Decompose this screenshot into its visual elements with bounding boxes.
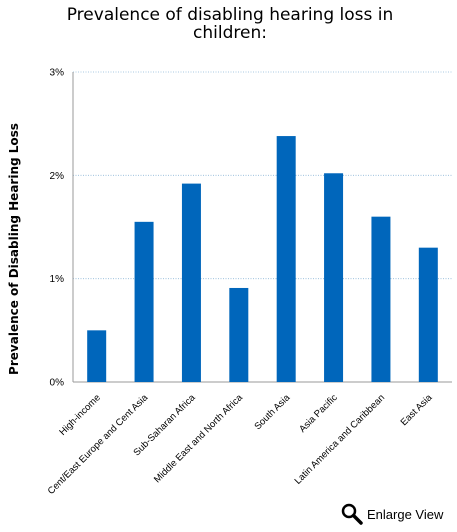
enlarge-view-label: Enlarge View [367, 506, 444, 522]
magnifier-icon [341, 503, 363, 525]
x-category-label: Middle East and North Africa [152, 392, 245, 485]
y-tick-label: 2% [50, 171, 65, 182]
enlarge-view-button[interactable]: Enlarge View [341, 503, 443, 525]
bar [181, 183, 201, 382]
bar [324, 173, 344, 382]
x-category-label: Latin America and Caribbean [293, 392, 387, 486]
bar [87, 330, 107, 382]
bar [134, 221, 154, 382]
gridlines [73, 71, 452, 280]
x-category-label: High-income [57, 392, 102, 437]
x-category-label: East Asia [399, 392, 435, 428]
axes [72, 72, 452, 383]
x-category-label: South Asia [252, 392, 292, 432]
bar [229, 287, 249, 382]
x-category-label: Cent/East Europe and Cent Asia [46, 392, 151, 497]
x-category-label: Asia Pacific [297, 392, 340, 435]
y-tick-label: 0% [50, 378, 65, 389]
bar [276, 136, 296, 382]
y-tick-label: 1% [50, 274, 65, 285]
chart-title-line-2: children: [193, 23, 267, 43]
y-tick-label: 3% [50, 68, 65, 79]
bars [87, 136, 438, 382]
bar [371, 216, 391, 382]
chart-title-line-1: Prevalence of disabling hearing loss in [66, 5, 394, 25]
y-axis-title: Prevalence of Disabling Hearing Loss [7, 123, 21, 375]
bar [418, 247, 438, 382]
y-tick-labels: 0% 1% 2% 3% [50, 68, 65, 389]
chart-title: Prevalence of disabling hearing loss in … [40, 6, 420, 42]
